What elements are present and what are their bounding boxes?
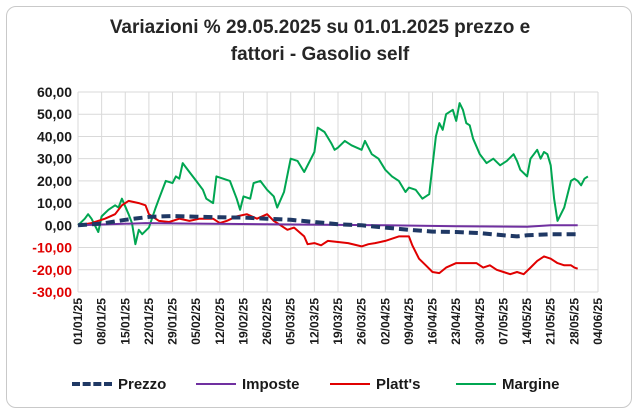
y-tick-label: 30,00 [37, 151, 72, 167]
legend-swatch-prezzo [72, 382, 112, 386]
legend-label-imposte: Imposte [242, 375, 300, 393]
legend-item-imposte: Imposte [196, 374, 300, 394]
x-tick-label: 28/05/25 [567, 298, 581, 345]
x-tick-label: 05/02/25 [189, 298, 203, 345]
legend-label-prezzo: Prezzo [118, 375, 167, 393]
x-tick-label: 30/04/25 [473, 298, 487, 345]
x-tick-label: 19/02/25 [236, 298, 250, 345]
legend-item-platts: Platt's [330, 374, 420, 394]
series-line-prezzo [77, 214, 578, 239]
y-tick-label: -10,00 [32, 240, 72, 256]
x-tick-label: 04/06/25 [591, 298, 605, 345]
x-tick-label: 22/01/25 [142, 298, 156, 345]
x-tick-label: 01/01/25 [71, 298, 85, 345]
x-tick-label: 14/05/25 [520, 298, 534, 345]
y-tick-label: -30,00 [32, 284, 72, 300]
legend-item-prezzo: Prezzo [72, 374, 166, 394]
y-tick-label: 0,00 [45, 217, 72, 233]
x-tick-label: 12/02/25 [213, 298, 227, 345]
x-tick-label: 05/03/25 [284, 298, 298, 345]
x-tick-label: 23/04/25 [449, 298, 463, 345]
y-tick-label: 60,00 [37, 84, 72, 100]
series-line-margine [77, 102, 589, 246]
x-tick-label: 26/02/25 [260, 298, 274, 345]
x-tick-label: 02/04/25 [378, 298, 392, 345]
chart-title-line2: fattori - Gasolio self [230, 44, 410, 65]
y-tick-label: 10,00 [37, 195, 72, 211]
x-tick-label: 29/01/25 [166, 298, 180, 345]
x-tick-label: 16/04/25 [426, 298, 440, 345]
y-tick-label: 40,00 [37, 128, 72, 144]
legend-swatch-imposte [196, 383, 236, 385]
y-tick-label: -20,00 [32, 262, 72, 278]
x-tick-label: 26/03/25 [355, 298, 369, 345]
legend-label-platts: Platt's [376, 375, 421, 393]
chart-frame [6, 6, 632, 408]
legend-label-margine: Margine [502, 375, 560, 393]
series-line-imposte [77, 222, 578, 228]
x-tick-label: 15/01/25 [118, 298, 132, 345]
legend-item-margine: Margine [456, 374, 560, 394]
x-tick-label: 07/05/25 [496, 298, 510, 345]
y-tick-label: 20,00 [37, 173, 72, 189]
legend-swatch-margine [456, 383, 496, 385]
x-tick-label: 08/01/25 [95, 298, 109, 345]
x-tick-label: 12/03/25 [307, 298, 321, 345]
series-line-platts [77, 199, 579, 276]
x-tick-label: 19/03/25 [331, 298, 345, 345]
x-tick-label: 09/04/25 [402, 298, 416, 345]
chart-title-line1: Variazioni % 29.05.2025 su 01.01.2025 pr… [109, 17, 531, 38]
x-tick-label: 21/05/25 [544, 298, 558, 345]
legend-swatch-platts [330, 383, 370, 385]
y-tick-label: 50,00 [37, 106, 72, 122]
